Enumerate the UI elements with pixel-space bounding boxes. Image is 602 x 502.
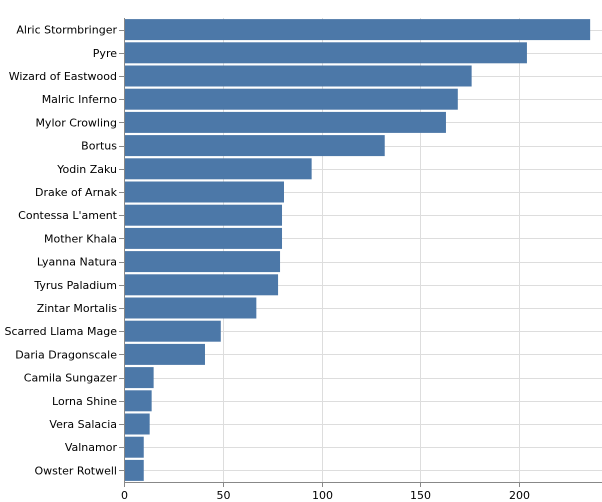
bar-7 <box>124 181 284 203</box>
bar-15 <box>124 367 154 389</box>
bar-0 <box>124 19 591 41</box>
gridlines <box>124 18 602 482</box>
x-tick-label-150: 150 <box>410 489 431 502</box>
category-label-8: Contessa L'ament <box>18 209 118 222</box>
category-label-2: Wizard of Eastwood <box>9 70 117 83</box>
category-label-1: Pyre <box>93 47 117 60</box>
bars <box>124 19 591 481</box>
bar-13 <box>124 320 221 342</box>
category-label-10: Lyanna Natura <box>37 256 117 269</box>
category-label-0: Alric Stormbringer <box>16 24 117 37</box>
category-label-18: Valnamor <box>65 441 118 454</box>
bar-10 <box>124 251 281 273</box>
category-label-15: Camila Sungazer <box>24 372 118 385</box>
category-label-4: Mylor Crowling <box>35 116 117 129</box>
bar-9 <box>124 227 283 249</box>
bar-2 <box>124 65 472 87</box>
bar-11 <box>124 274 279 296</box>
bar-19 <box>124 459 144 481</box>
category-label-7: Drake of Arnak <box>35 186 118 199</box>
bar-4 <box>124 111 446 133</box>
bar-1 <box>124 42 527 64</box>
category-label-13: Scarred Llama Mage <box>5 325 118 338</box>
category-label-3: Malric Inferno <box>42 93 118 106</box>
bar-12 <box>124 297 257 319</box>
bar-17 <box>124 413 150 435</box>
bar-6 <box>124 158 312 180</box>
x-tick-label-200: 200 <box>509 489 530 502</box>
category-label-14: Daria Dragonscale <box>15 348 117 361</box>
category-label-12: Zintar Mortalis <box>37 302 118 315</box>
category-label-5: Bortus <box>81 140 117 153</box>
category-label-6: Yodin Zaku <box>56 163 117 176</box>
category-label-17: Vera Salacia <box>49 418 117 431</box>
category-label-9: Mother Khala <box>44 232 117 245</box>
axes: 0 50 100 150 200 Alric Stormbringer Pyre Wizard… <box>5 18 602 502</box>
bar-3 <box>124 88 458 110</box>
bar-18 <box>124 436 144 458</box>
x-tick-label-0: 0 <box>121 489 128 502</box>
bar-5 <box>124 135 385 157</box>
category-label-16: Lorna Shine <box>52 395 117 408</box>
x-tick-label-50: 50 <box>217 489 231 502</box>
x-tick-label-100: 100 <box>312 489 333 502</box>
category-label-19: Owster Rotwell <box>34 464 117 477</box>
bar-14 <box>124 343 205 365</box>
category-label-11: Tyrus Paladium <box>33 279 117 292</box>
bar-16 <box>124 390 152 412</box>
bar-8 <box>124 204 283 226</box>
